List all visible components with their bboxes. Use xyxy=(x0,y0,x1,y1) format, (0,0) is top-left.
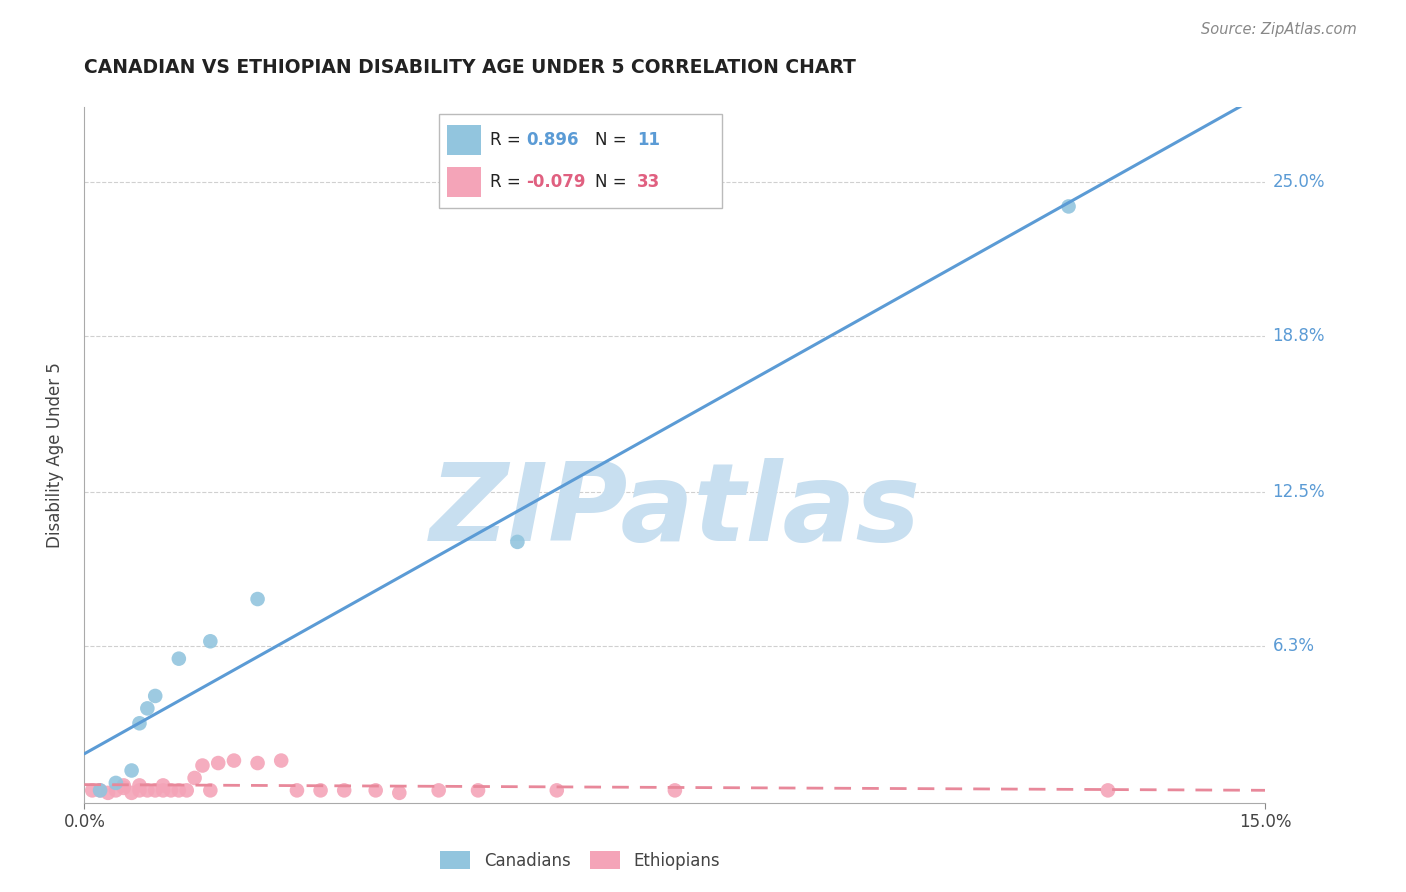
Point xyxy=(143,783,166,797)
Point xyxy=(246,592,269,607)
Text: 12.5%: 12.5% xyxy=(1272,483,1324,501)
Point xyxy=(333,783,356,797)
Point xyxy=(309,783,332,797)
Point xyxy=(1057,199,1080,213)
Point xyxy=(152,778,174,793)
Point xyxy=(128,778,150,793)
Point xyxy=(427,783,450,797)
Point xyxy=(200,634,222,648)
Point xyxy=(89,783,111,797)
Text: CANADIAN VS ETHIOPIAN DISABILITY AGE UNDER 5 CORRELATION CHART: CANADIAN VS ETHIOPIAN DISABILITY AGE UND… xyxy=(84,58,856,77)
Point xyxy=(89,783,111,797)
Point xyxy=(152,783,174,797)
Point xyxy=(82,783,104,797)
Text: Source: ZipAtlas.com: Source: ZipAtlas.com xyxy=(1201,22,1357,37)
Point xyxy=(143,689,166,703)
Point xyxy=(183,771,205,785)
Point xyxy=(546,783,568,797)
Point xyxy=(167,783,190,797)
Point xyxy=(191,758,214,772)
Point xyxy=(207,756,229,770)
Point xyxy=(222,754,245,768)
Point xyxy=(270,754,292,768)
Text: 6.3%: 6.3% xyxy=(1272,637,1315,656)
Text: 18.8%: 18.8% xyxy=(1272,326,1324,344)
Point xyxy=(136,701,159,715)
Point xyxy=(176,783,198,797)
Point xyxy=(160,783,183,797)
Point xyxy=(104,783,127,797)
Point xyxy=(388,786,411,800)
Point xyxy=(112,778,135,793)
Point xyxy=(128,783,150,797)
Point xyxy=(121,786,143,800)
Text: 25.0%: 25.0% xyxy=(1272,172,1324,191)
Point xyxy=(167,651,190,665)
Point xyxy=(364,783,387,797)
Legend: Canadians, Ethiopians: Canadians, Ethiopians xyxy=(432,843,728,878)
Point xyxy=(104,776,127,790)
Point xyxy=(506,535,529,549)
Point xyxy=(136,783,159,797)
Point xyxy=(1097,783,1119,797)
Point xyxy=(97,786,120,800)
Point xyxy=(664,783,686,797)
Point xyxy=(246,756,269,770)
Point xyxy=(200,783,222,797)
Point xyxy=(112,780,135,795)
Point xyxy=(121,764,143,778)
Text: ZIPatlas: ZIPatlas xyxy=(429,458,921,564)
Point xyxy=(467,783,489,797)
Point xyxy=(285,783,308,797)
Point xyxy=(128,716,150,731)
Y-axis label: Disability Age Under 5: Disability Age Under 5 xyxy=(45,362,63,548)
